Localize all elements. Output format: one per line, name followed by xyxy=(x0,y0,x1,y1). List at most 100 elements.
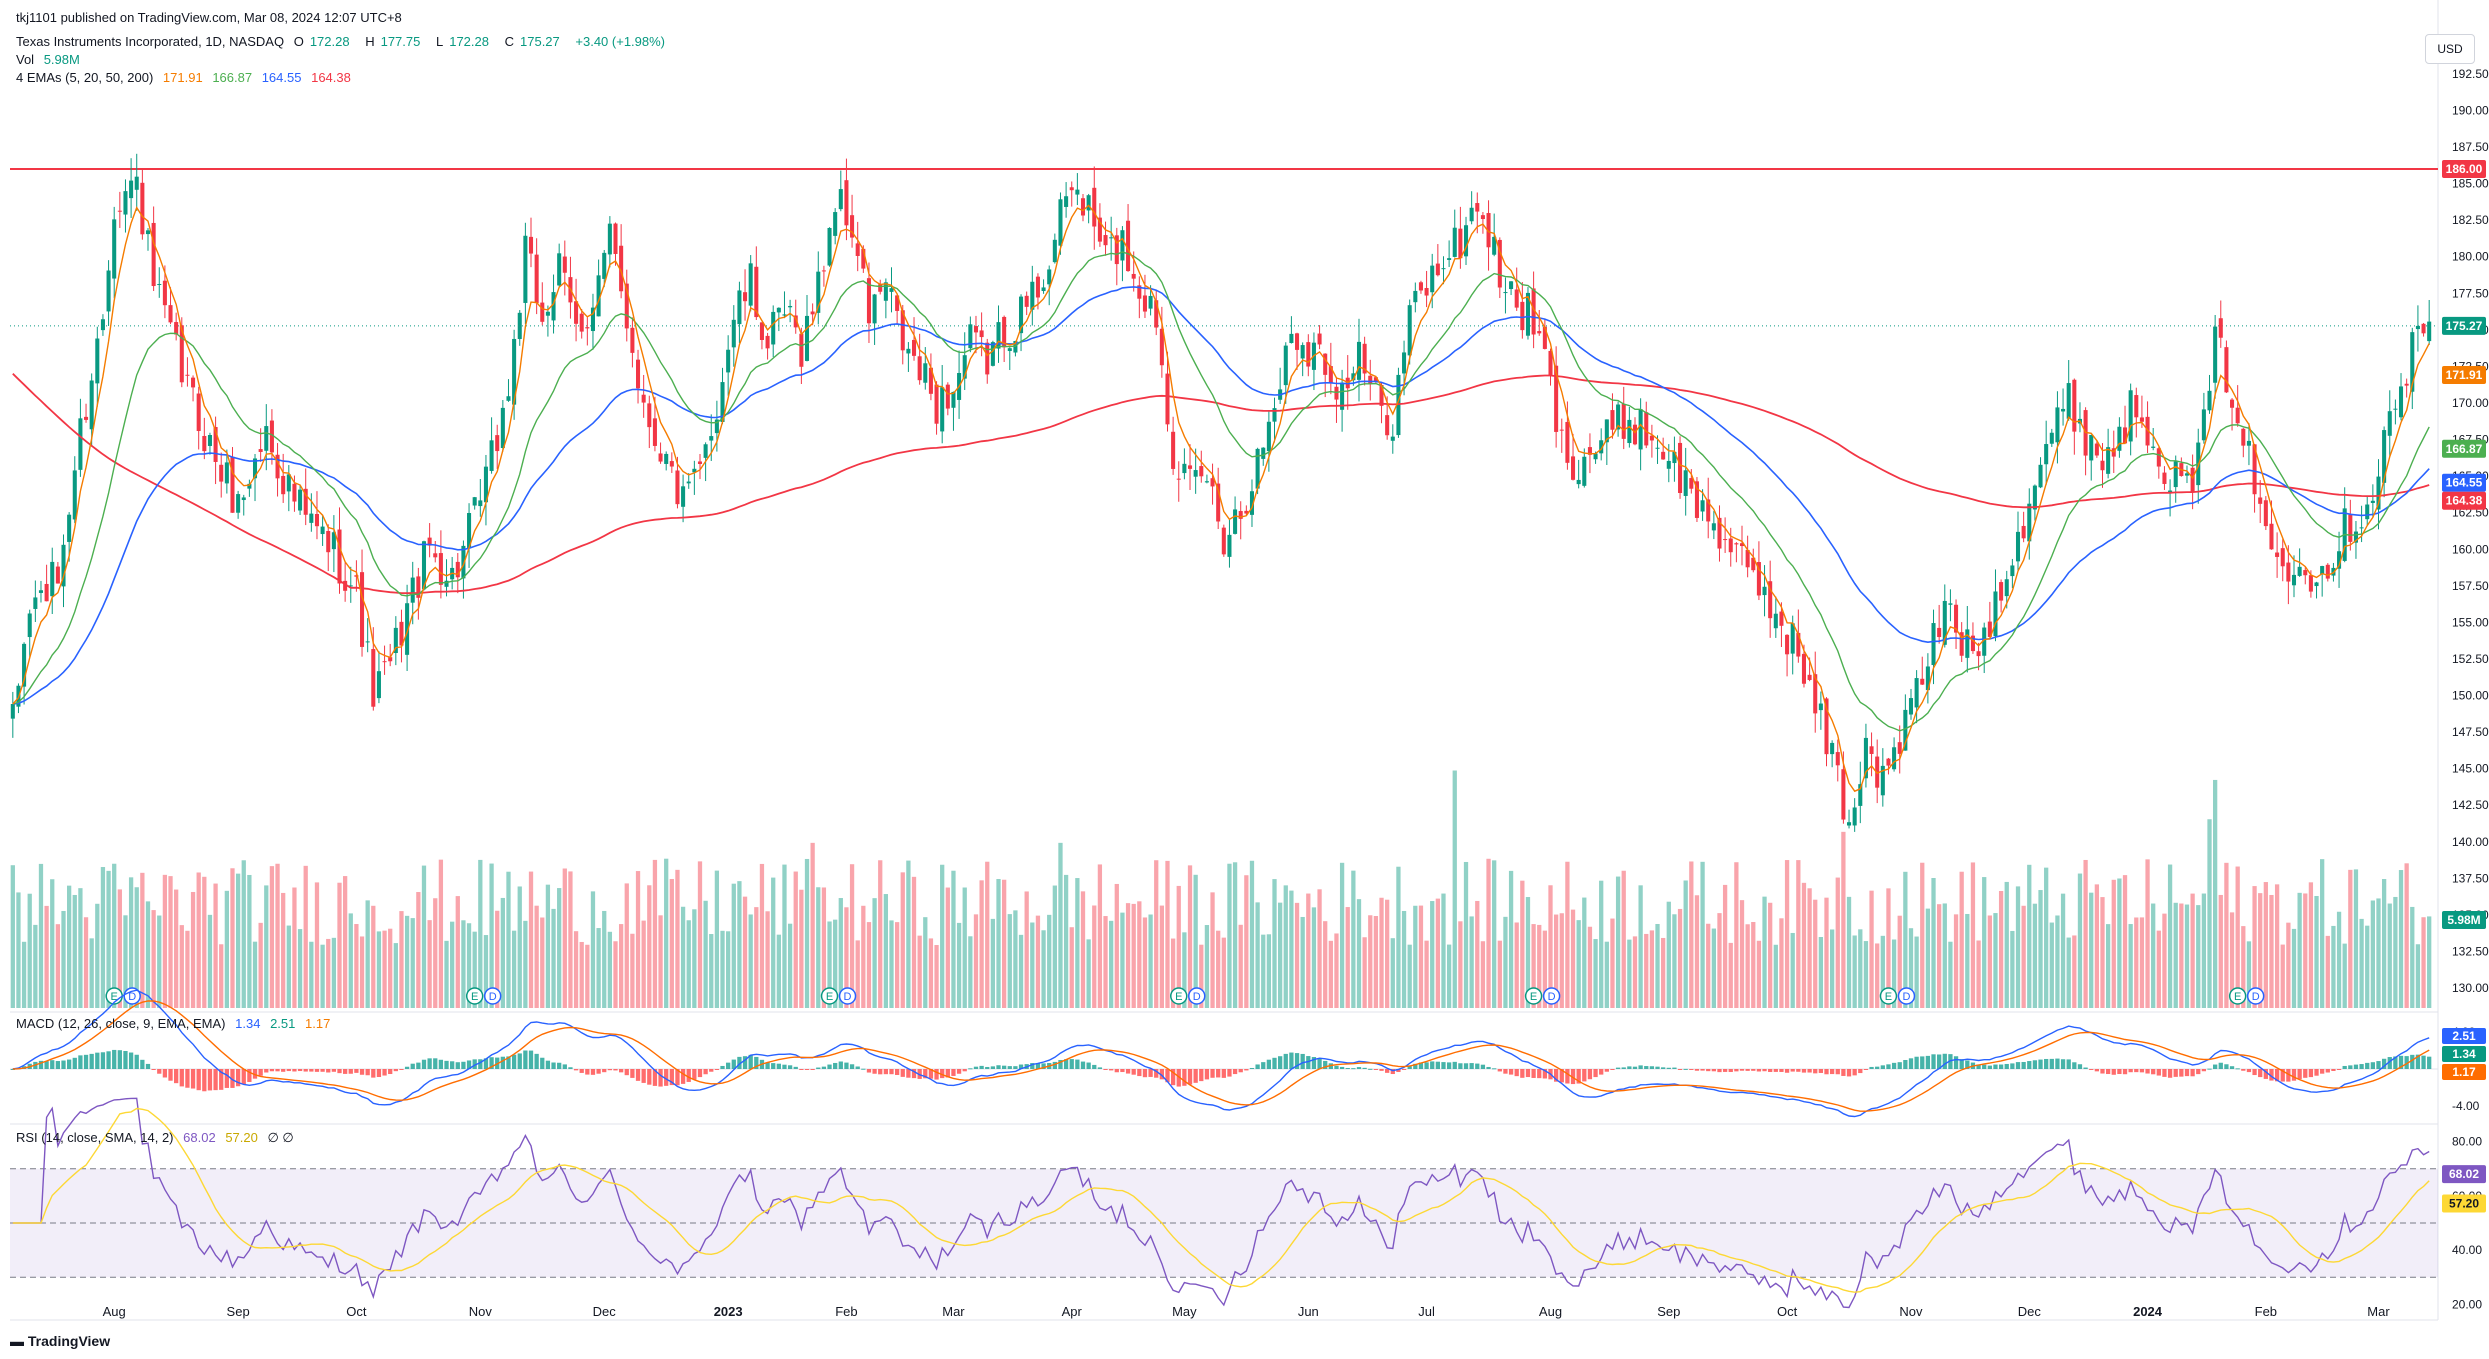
candle-body xyxy=(2404,383,2409,386)
macd-hist-bar xyxy=(1711,1069,1716,1072)
macd-hist-bar xyxy=(1835,1069,1840,1075)
macd-tick-1: -4.00 xyxy=(2452,1099,2480,1113)
macd-hist-bar xyxy=(1114,1069,1119,1073)
time-label-apr: Apr xyxy=(1062,1304,1083,1319)
volume-bar xyxy=(2241,926,2246,1008)
macd-hist-bar xyxy=(2151,1069,2156,1075)
volume-bar xyxy=(1435,898,1440,1008)
volume-tag-bg xyxy=(2442,911,2486,929)
candle-body xyxy=(557,253,562,286)
volume-bar xyxy=(511,930,517,1008)
candle-body xyxy=(1165,373,1170,425)
volume-bar xyxy=(782,864,787,1008)
candle-body xyxy=(1576,479,1581,485)
volume-bar xyxy=(1683,880,1688,1008)
volume-bar xyxy=(140,872,145,1008)
volume-bar xyxy=(286,925,291,1008)
candle-body xyxy=(1109,237,1114,239)
volume-bar xyxy=(1497,940,1502,1008)
candle-body xyxy=(720,382,725,422)
volume-bar xyxy=(2122,875,2128,1008)
macd-hist-bar xyxy=(219,1069,224,1090)
macd-hist-bar xyxy=(889,1069,894,1075)
price-tick-11: 157.50 xyxy=(2452,579,2489,593)
ema-legend[interactable]: 4 EMAs (5, 20, 50, 200) 171.91 166.87 16… xyxy=(16,70,357,85)
candle-body xyxy=(1982,627,1987,656)
candle-body xyxy=(399,621,404,646)
macd-hist-bar xyxy=(2229,1066,2235,1069)
candle-body xyxy=(545,311,550,316)
volume-bar xyxy=(883,894,889,1008)
macd-hist-bar xyxy=(2139,1069,2145,1073)
candle-body xyxy=(602,252,607,279)
macd-hist-bar xyxy=(1953,1056,1959,1069)
volume-bar xyxy=(89,938,94,1008)
volume-bar xyxy=(1452,770,1457,1008)
candle-body xyxy=(1283,345,1288,386)
candle-body xyxy=(900,310,905,351)
candle-body xyxy=(2094,443,2099,456)
volume-bar xyxy=(1446,944,1452,1008)
candle-body xyxy=(2122,427,2128,444)
candle-body xyxy=(179,325,184,383)
price-change: +3.40 (+1.98%) xyxy=(575,34,666,49)
macd-hist-bar xyxy=(1576,1069,1581,1084)
candle-body xyxy=(1773,613,1778,629)
macd-hist-bar xyxy=(585,1069,590,1075)
currency-button[interactable]: USD xyxy=(2425,34,2475,64)
candle-body xyxy=(1537,331,1542,334)
macd-label: MACD (12, 26, close, 9, EMA, EMA) xyxy=(16,1016,226,1031)
macd-hist-bar xyxy=(320,1069,325,1072)
macd-hist-bar xyxy=(1430,1061,1435,1069)
volume-bar xyxy=(2410,906,2415,1008)
macd-legend[interactable]: MACD (12, 26, close, 9, EMA, EMA) 1.34 2… xyxy=(16,1016,336,1031)
volume-bar xyxy=(523,920,528,1008)
volume-bar xyxy=(771,877,776,1008)
volume-bar xyxy=(1880,935,1885,1008)
macd-hist-bar xyxy=(2359,1064,2364,1069)
volume-value: 5.98M xyxy=(43,52,80,67)
rsi-legend[interactable]: RSI (14, close, SMA, 14, 2) 68.02 57.20 … xyxy=(16,1130,300,1146)
macd-hist-bar xyxy=(1599,1069,1604,1075)
candle-body xyxy=(844,180,849,226)
macd-hist-bar xyxy=(483,1058,489,1069)
candle-body xyxy=(1193,470,1198,477)
candle-body xyxy=(923,363,928,383)
candle-body xyxy=(44,583,49,602)
macd-hist-bar xyxy=(1272,1057,1277,1069)
volume-bar xyxy=(1311,907,1317,1008)
volume-bar xyxy=(1858,929,1863,1008)
macd-hist-bar xyxy=(928,1069,934,1079)
volume-bar xyxy=(2015,886,2021,1008)
macd-hist-bar xyxy=(1452,1061,1457,1069)
candle-body xyxy=(940,387,945,432)
candle-body xyxy=(1830,742,1835,755)
candle-body xyxy=(979,330,984,338)
macd-hist-bar xyxy=(697,1069,703,1078)
macd-hist-bar xyxy=(1058,1059,1063,1069)
macd-hist-bar xyxy=(793,1066,798,1069)
candle-body xyxy=(2320,566,2325,575)
macd-hist-bar xyxy=(1965,1060,1970,1069)
macd-hist-bar xyxy=(1097,1067,1103,1069)
candle-body xyxy=(478,500,483,507)
volume-bar xyxy=(303,865,308,1008)
macd-hist-bar xyxy=(281,1069,286,1072)
candle-body xyxy=(1632,424,1638,445)
rsi-tag-bg xyxy=(2442,1165,2486,1184)
candle-body xyxy=(38,590,44,593)
macd-hist-bar xyxy=(658,1069,663,1087)
macd-hist-bar xyxy=(1035,1063,1041,1069)
candle-body xyxy=(624,283,629,329)
volume-bar xyxy=(799,889,804,1008)
candle-body xyxy=(2128,390,2133,442)
volume-bar xyxy=(2297,892,2302,1008)
macd-hist-bar xyxy=(652,1069,658,1086)
symbol-legend[interactable]: Texas Instruments Incorporated, 1D, NASD… xyxy=(16,34,671,49)
macd-hist-bar xyxy=(2004,1063,2009,1069)
price-tick-0: 130.00 xyxy=(2452,981,2489,995)
volume-legend[interactable]: Vol 5.98M xyxy=(16,52,86,67)
volume-bar xyxy=(1165,860,1170,1008)
macd-hist-bar xyxy=(2353,1064,2359,1069)
